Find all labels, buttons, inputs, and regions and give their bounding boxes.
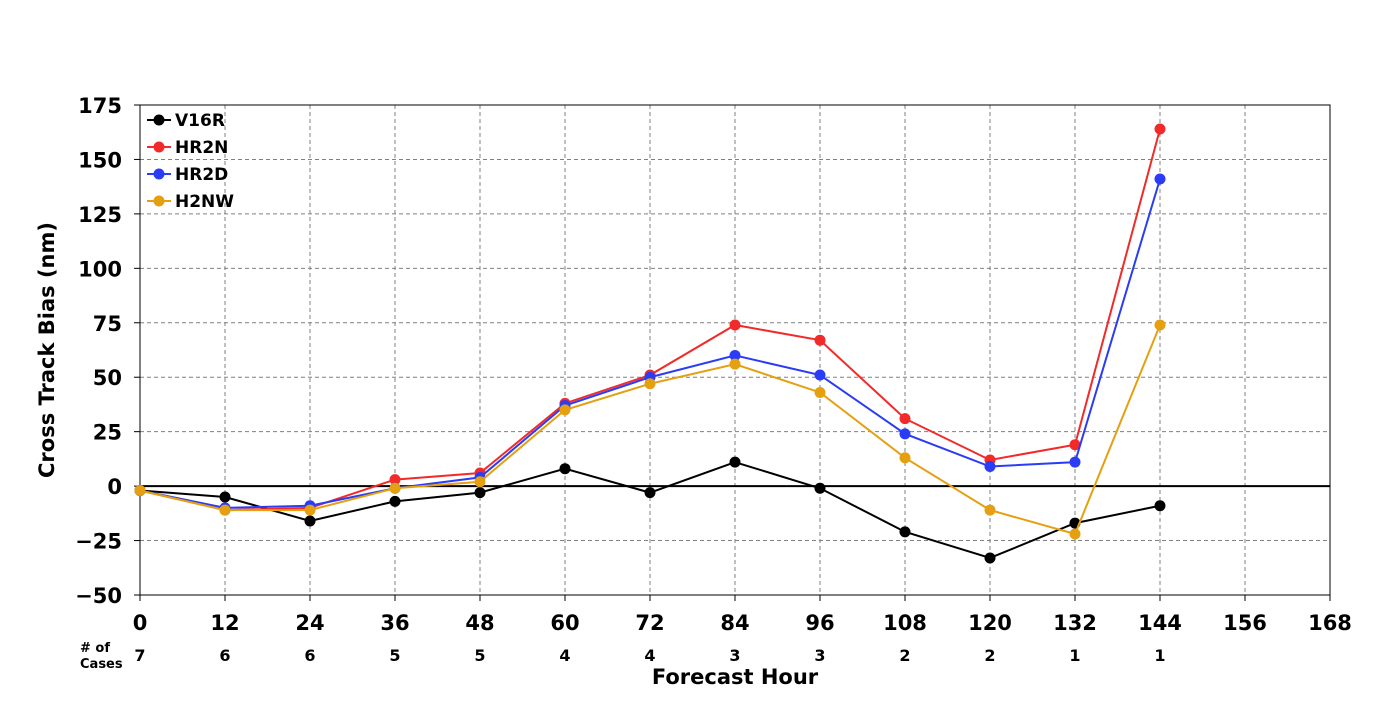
legend-label-hr2d: HR2D (175, 165, 228, 185)
series-point-h2nw (474, 476, 486, 488)
case-count-label: 2 (899, 646, 910, 665)
series-point-h2nw (219, 504, 231, 516)
series-point-v16r (559, 463, 571, 475)
x-axis-title: Forecast Hour (652, 665, 819, 689)
case-count-label: 7 (134, 646, 145, 665)
case-count-label: 5 (474, 646, 485, 665)
series-point-hr2n (389, 474, 401, 486)
case-count-label: 3 (814, 646, 825, 665)
case-count-label: 5 (389, 646, 400, 665)
series-point-v16r (644, 487, 656, 499)
series-point-v16r (814, 482, 826, 494)
y-tick-label: 75 (93, 312, 122, 336)
series-point-h2nw (1069, 528, 1081, 540)
y-axis-title: Cross Track Bias (nm) (35, 222, 59, 478)
series-point-v16r (304, 515, 316, 527)
series-point-v16r (474, 487, 486, 499)
series-point-h2nw (814, 386, 826, 398)
series-point-hr2d (1154, 173, 1166, 185)
series-point-hr2d (984, 461, 996, 473)
x-tick-label: 108 (883, 611, 927, 635)
x-tick-label: 0 (133, 611, 148, 635)
series-point-hr2d (899, 428, 911, 440)
legend-label-hr2n: HR2N (175, 138, 228, 158)
y-tick-label: 100 (78, 257, 122, 281)
x-tick-label: 36 (380, 611, 409, 635)
series-point-h2nw (134, 484, 146, 496)
series-point-hr2n (1154, 123, 1166, 135)
series-point-v16r (729, 456, 741, 468)
legend-marker-v16r (153, 114, 165, 126)
legend-marker-hr2n (153, 141, 165, 153)
x-tick-label: 156 (1223, 611, 1267, 635)
cases-header-line-1: # of (80, 641, 110, 656)
y-tick-label: 175 (78, 94, 122, 118)
case-count-label: 1 (1069, 646, 1080, 665)
x-tick-label: 84 (720, 611, 749, 635)
case-count-label: 4 (559, 646, 570, 665)
series-point-h2nw (1154, 319, 1166, 331)
case-count-label: 2 (984, 646, 995, 665)
series-layer (134, 123, 1166, 564)
series-point-hr2n (1069, 439, 1081, 451)
x-tick-label: 12 (210, 611, 239, 635)
case-count-label: 6 (304, 646, 315, 665)
series-point-v16r (1154, 500, 1166, 512)
series-point-h2nw (729, 358, 741, 370)
x-tick-label: 168 (1308, 611, 1352, 635)
series-point-h2nw (644, 378, 656, 390)
y-tick-label: −50 (75, 584, 122, 608)
series-point-hr2n (899, 413, 911, 425)
series-point-h2nw (559, 404, 571, 416)
x-tick-label: 24 (295, 611, 324, 635)
series-point-v16r (899, 526, 911, 538)
series-point-hr2d (814, 369, 826, 381)
series-point-v16r (389, 495, 401, 507)
series-point-hr2d (729, 349, 741, 361)
x-tick-label: 120 (968, 611, 1012, 635)
series-point-h2nw (304, 504, 316, 516)
case-count-label: 3 (729, 646, 740, 665)
x-tick-label: 96 (805, 611, 834, 635)
series-line-hr2n (139, 128, 1161, 512)
series-point-hr2n (729, 319, 741, 331)
legend-label-v16r: V16R (175, 111, 225, 131)
series-point-h2nw (389, 482, 401, 494)
case-count-label: 6 (219, 646, 230, 665)
legend-marker-h2nw (153, 195, 165, 207)
case-count-label: 4 (644, 646, 655, 665)
legend-label-h2nw: H2NW (175, 192, 234, 212)
series-point-hr2n (814, 334, 826, 346)
x-tick-label: 72 (635, 611, 664, 635)
series-point-v16r (219, 491, 231, 503)
series-point-hr2d (1069, 456, 1081, 468)
series-point-h2nw (984, 504, 996, 516)
series-point-h2nw (899, 452, 911, 464)
x-tick-label: 60 (550, 611, 579, 635)
y-tick-label: 150 (78, 148, 122, 172)
y-tick-label: 50 (93, 366, 122, 390)
x-tick-label: 48 (465, 611, 494, 635)
x-tick-label: 144 (1138, 611, 1182, 635)
x-tick-label: 132 (1053, 611, 1097, 635)
grid-layer (140, 105, 1330, 595)
y-tick-label: 125 (78, 203, 122, 227)
legend: V16R HR2N HR2D H2NW (147, 111, 234, 212)
y-tick-label: −25 (75, 530, 122, 554)
legend-marker-hr2d (153, 168, 165, 180)
labels-layer: Forecast Hour Cross Track Bias (nm) # of… (35, 222, 819, 689)
cases-header-line-2: Cases (80, 657, 123, 672)
series-point-v16r (984, 552, 996, 564)
case-count-label: 1 (1154, 646, 1165, 665)
y-tick-label: 25 (93, 421, 122, 445)
y-tick-label: 0 (107, 475, 122, 499)
